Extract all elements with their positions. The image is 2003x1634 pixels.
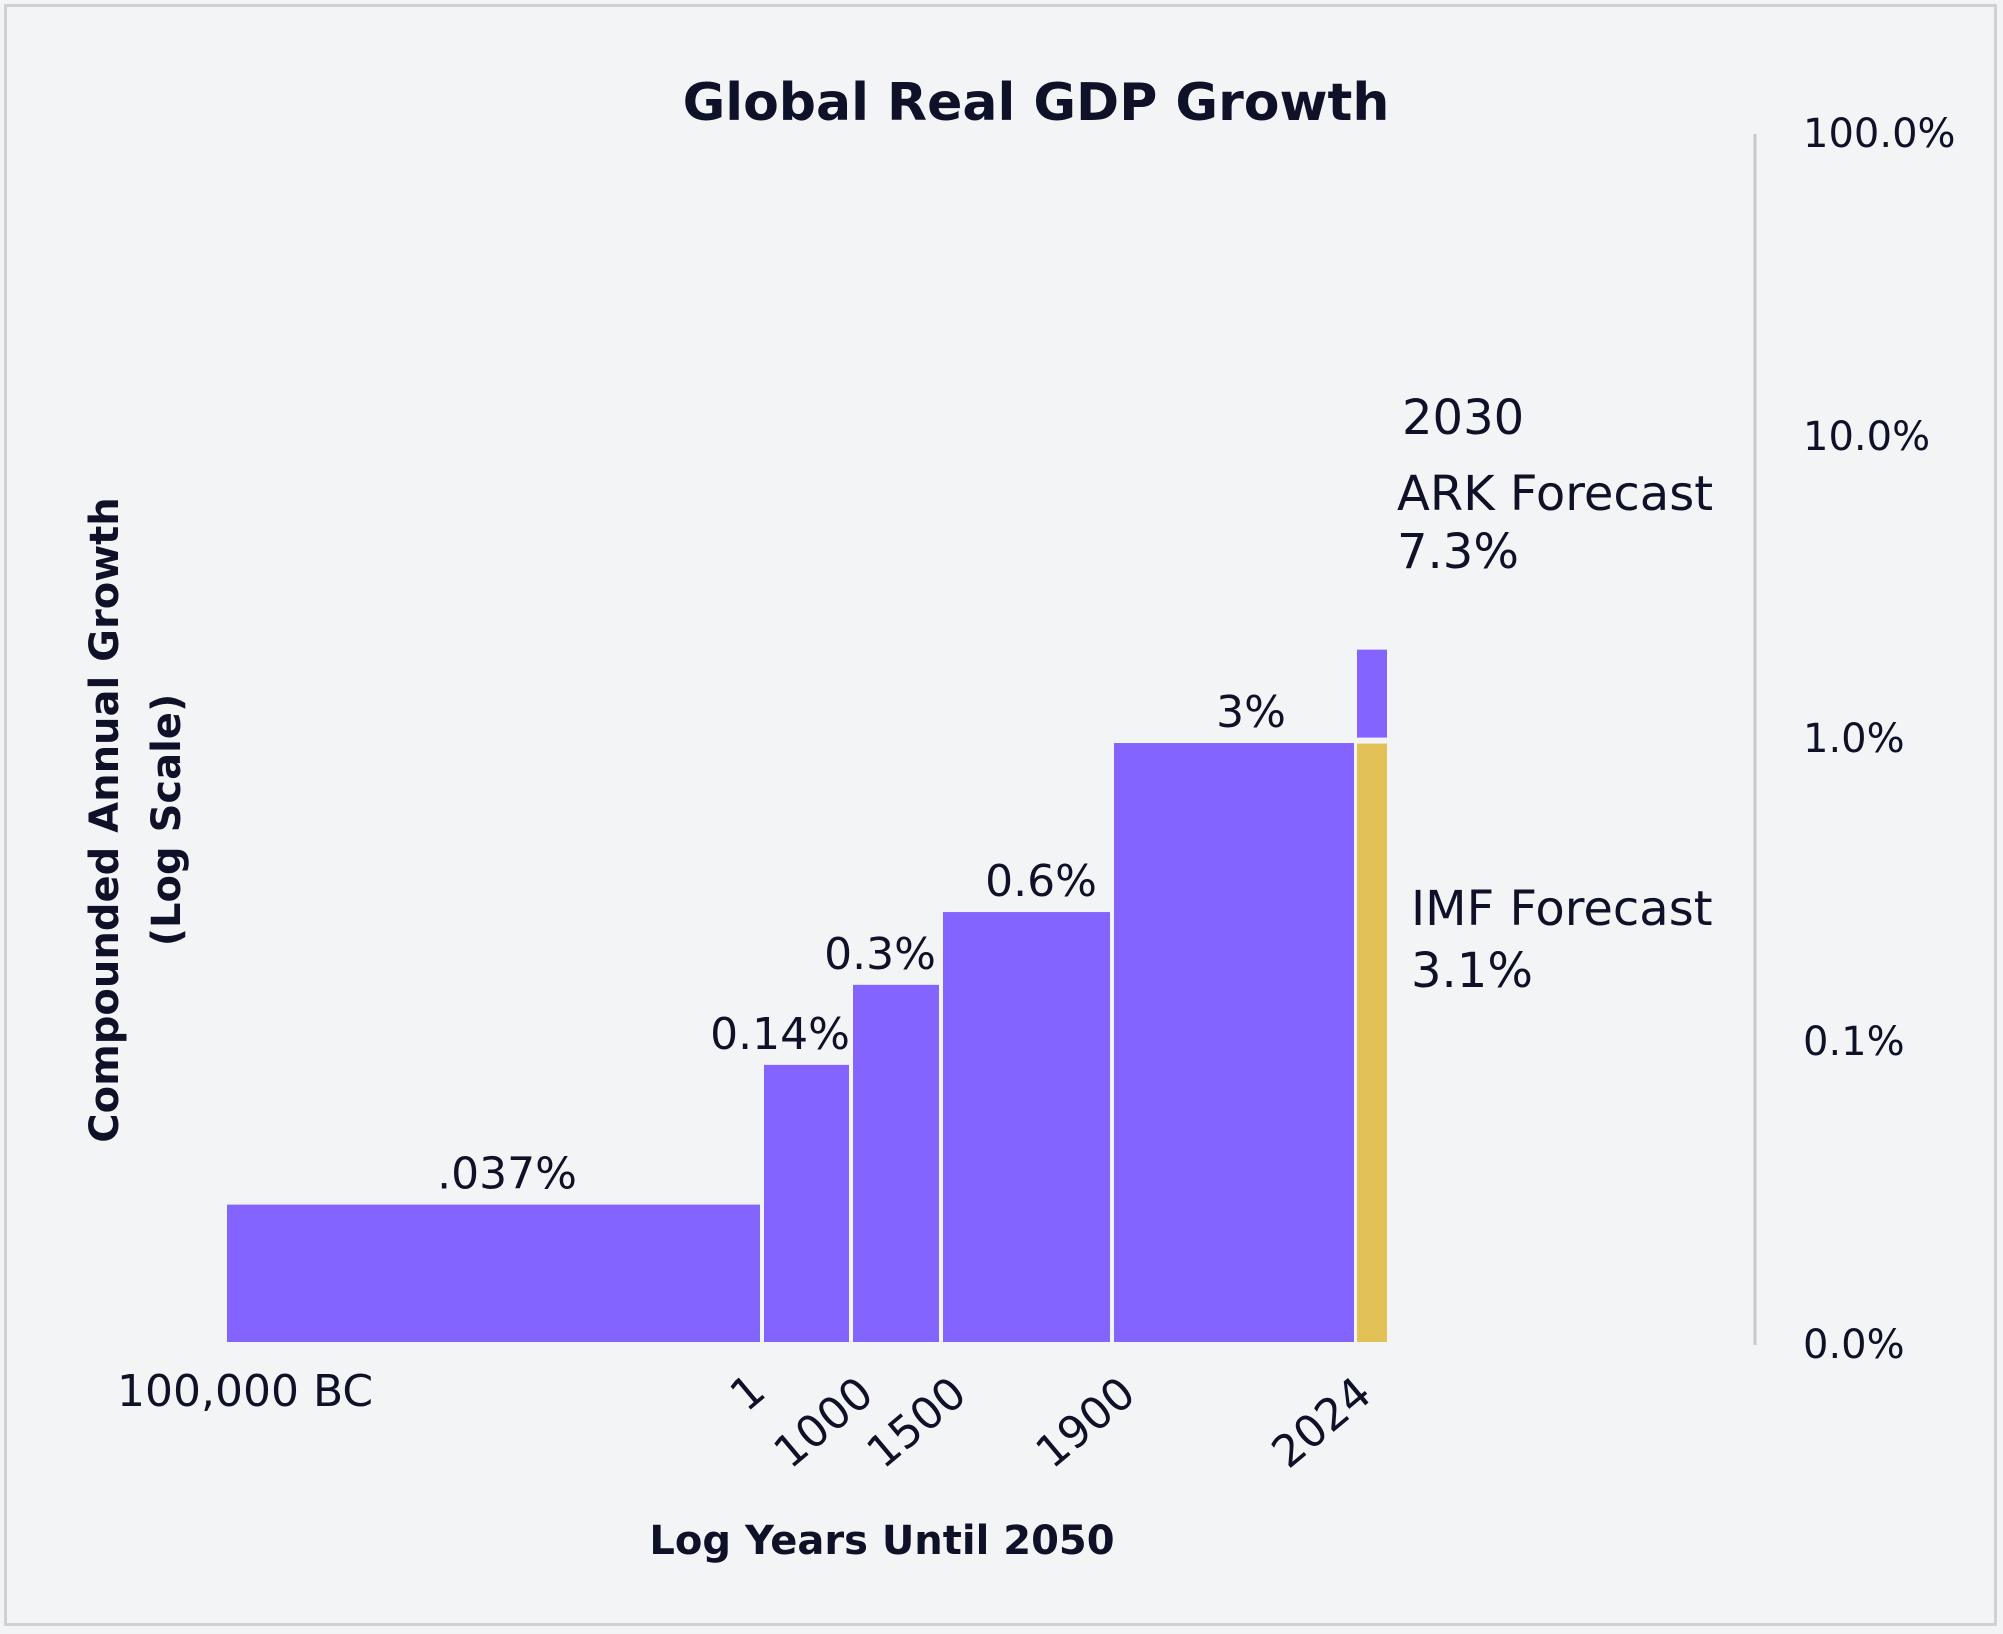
imf-forecast-label: IMF Forecast xyxy=(1411,881,1713,937)
bar-1900-2024 xyxy=(1114,743,1354,1342)
forecast-annotations: 2030 ARK Forecast 7.3% IMF Forecast 3.1% xyxy=(1397,390,1713,999)
chart-title: Global Real GDP Growth xyxy=(683,73,1390,133)
y-axis-title: Compounded Annual Growth xyxy=(82,497,128,1143)
x-tick-label: 2024 xyxy=(1263,1367,1382,1478)
bar-value-label: 0.3% xyxy=(824,929,936,980)
y-tick-label: 0.1% xyxy=(1803,1019,1905,1065)
bar-value-label: .037% xyxy=(437,1149,577,1200)
x-tick-labels: 100,000 BC 1 1000 1500 1900 2024 xyxy=(117,1364,1381,1478)
ark-forecast-label: ARK Forecast xyxy=(1397,466,1713,522)
y-axis-subtitle: (Log Scale) xyxy=(144,694,190,946)
bar-1000-1500 xyxy=(853,984,939,1342)
bars xyxy=(227,649,1387,1342)
x-tick-label: 1 xyxy=(721,1364,775,1421)
bar-labels: .037% 0.14% 0.3% 0.6% 3% xyxy=(437,687,1286,1200)
ark-forecast-year: 2030 xyxy=(1402,390,1524,446)
x-tick-label: 1500 xyxy=(858,1367,977,1478)
x-tick-label: 100,000 BC xyxy=(117,1366,373,1417)
y-axis-title-group: Compounded Annual Growth (Log Scale) xyxy=(82,497,190,1143)
bar-ark-forecast xyxy=(1357,649,1387,738)
bar-1-1000 xyxy=(764,1064,849,1342)
bar-100000bc-1 xyxy=(227,1204,760,1342)
x-tick-label: 1000 xyxy=(765,1367,884,1478)
y-tick-labels: 100.0% 10.0% 1.0% 0.1% 0.0% xyxy=(1803,111,1956,1368)
y-tick-label: 0.0% xyxy=(1803,1322,1905,1368)
chart-frame xyxy=(4,4,1997,1626)
ark-forecast-value: 7.3% xyxy=(1397,524,1519,580)
y-tick-label: 100.0% xyxy=(1803,111,1956,157)
x-axis-title: Log Years Until 2050 xyxy=(649,1518,1114,1564)
bar-value-label: 0.14% xyxy=(710,1009,850,1060)
y-tick-label: 10.0% xyxy=(1803,414,1930,460)
y-tick-label: 1.0% xyxy=(1803,716,1905,762)
bar-value-label: 3% xyxy=(1216,687,1286,738)
bar-imf-forecast xyxy=(1357,743,1387,1342)
bar-value-label: 0.6% xyxy=(985,856,1097,907)
bar-1500-1900 xyxy=(943,912,1110,1342)
imf-forecast-value: 3.1% xyxy=(1411,943,1533,999)
x-tick-label: 1900 xyxy=(1027,1367,1146,1478)
